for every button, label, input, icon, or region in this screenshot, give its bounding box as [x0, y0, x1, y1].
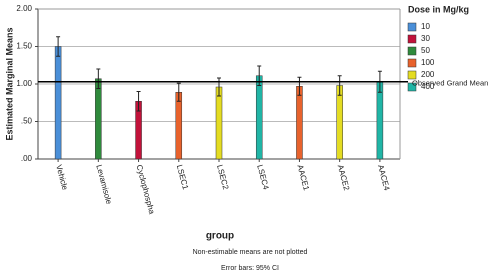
- x-axis-label: group: [206, 231, 234, 242]
- y-axis-label: Estimated Marginal Means: [4, 27, 14, 140]
- bar: [215, 86, 223, 160]
- legend-label: 50: [421, 46, 430, 55]
- legend-title: Dose in Mg/kg: [408, 4, 469, 14]
- footnote: Error bars: 95% CI: [221, 265, 279, 272]
- legend-swatch: [407, 82, 417, 92]
- legend-label: 10: [421, 22, 430, 31]
- legend-swatch: [407, 34, 417, 44]
- legend-swatch: [407, 70, 417, 80]
- bar: [95, 78, 102, 160]
- bar: [255, 75, 263, 160]
- y-tick-label: .50: [21, 117, 33, 126]
- legend-label: 200: [421, 70, 435, 79]
- x-tick-label: LSEC2: [215, 164, 230, 191]
- x-tick-label: LSEC4: [255, 164, 270, 191]
- legend-label: 400: [421, 82, 435, 91]
- bar: [376, 81, 384, 160]
- bar: [336, 85, 343, 160]
- y-tick-label: 1.50: [16, 42, 32, 51]
- bar: [54, 46, 62, 160]
- bar: [296, 86, 303, 160]
- x-tick-label: AACE2: [336, 164, 352, 192]
- legend-swatch: [407, 46, 417, 56]
- x-tick-label: Levamisole: [94, 164, 113, 206]
- y-tick-label: .00: [21, 154, 33, 163]
- y-tick-label: 2.00: [16, 4, 32, 13]
- bar: [175, 92, 183, 160]
- x-tick-label: Cyclophospha: [135, 164, 157, 216]
- x-tick-label: Vehicle: [54, 164, 70, 192]
- legend-swatch: [407, 58, 417, 68]
- x-tick-label: AACE1: [295, 164, 311, 192]
- grand-mean-label: Observed Grand Mean: [412, 79, 488, 88]
- legend-label: 100: [421, 58, 435, 67]
- footnote: Non-estimable means are not plotted: [193, 249, 308, 256]
- y-tick-label: 1.00: [16, 79, 32, 88]
- x-tick-label: AACE4: [376, 164, 392, 192]
- legend-swatch: [407, 22, 417, 32]
- x-tick-label: LSEC1: [175, 164, 190, 191]
- legend-label: 30: [421, 34, 430, 43]
